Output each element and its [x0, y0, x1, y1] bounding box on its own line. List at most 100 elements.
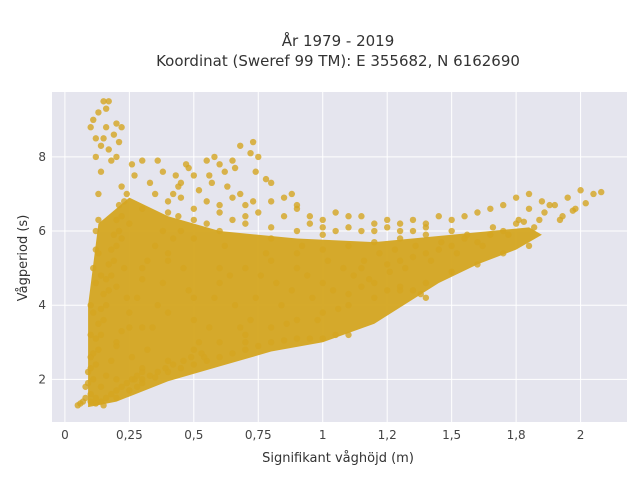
- data-points: [74, 98, 605, 409]
- data-point: [113, 376, 120, 383]
- data-point: [102, 302, 110, 309]
- data-point: [118, 383, 125, 390]
- data-point: [293, 201, 301, 209]
- data-point: [231, 302, 239, 309]
- data-point: [409, 227, 417, 235]
- x-tick-labels: 0 0,25 0,5 0,75 1 1,2 1,5 1,8 2: [61, 428, 584, 442]
- data-point: [221, 168, 228, 175]
- data-point: [190, 235, 198, 242]
- data-point: [500, 227, 507, 235]
- data-point: [95, 216, 102, 224]
- data-point: [345, 331, 352, 339]
- data-point: [100, 316, 107, 324]
- data-point: [95, 320, 102, 327]
- data-point: [164, 309, 172, 316]
- y-tick-label: 4: [38, 298, 46, 312]
- data-point: [371, 227, 378, 235]
- data-point: [293, 264, 301, 272]
- data-point: [231, 164, 239, 172]
- data-point: [102, 372, 110, 379]
- data-point: [144, 257, 151, 264]
- data-point: [306, 335, 314, 342]
- data-point: [242, 346, 249, 353]
- data-point: [190, 172, 198, 179]
- data-point: [216, 227, 223, 235]
- data-point: [144, 346, 151, 353]
- data-point: [90, 350, 97, 357]
- data-point: [123, 294, 130, 301]
- data-point: [556, 216, 564, 224]
- data-point: [371, 294, 378, 301]
- data-point: [216, 264, 223, 272]
- data-point: [139, 205, 146, 212]
- data-point: [133, 372, 141, 379]
- data-point: [572, 205, 579, 212]
- data-point: [391, 246, 399, 253]
- data-point: [309, 294, 316, 301]
- data-point: [417, 290, 424, 298]
- data-point: [113, 153, 120, 161]
- data-point: [487, 205, 494, 212]
- data-point: [435, 213, 442, 220]
- data-point: [505, 231, 512, 238]
- data-point: [500, 201, 507, 209]
- data-point: [267, 257, 275, 264]
- data-point: [206, 324, 213, 331]
- data-point: [345, 213, 352, 220]
- data-point: [118, 235, 125, 242]
- data-point: [319, 246, 326, 253]
- data-point: [371, 238, 378, 246]
- data-point: [92, 335, 100, 342]
- data-point: [146, 372, 154, 379]
- data-point: [100, 290, 107, 298]
- data-point: [332, 227, 339, 235]
- data-point: [229, 216, 236, 224]
- data-point: [474, 238, 481, 246]
- data-point: [402, 264, 409, 272]
- x-tick-label: 0,75: [245, 428, 272, 442]
- data-point: [139, 264, 146, 272]
- data-point: [133, 383, 141, 390]
- data-point: [453, 250, 461, 257]
- data-point: [396, 287, 404, 294]
- data-point: [113, 387, 120, 394]
- data-point: [90, 376, 97, 383]
- data-point: [242, 213, 249, 220]
- chart-title-line1: År 1979 - 2019: [282, 31, 395, 50]
- data-point: [242, 264, 249, 272]
- data-point: [92, 227, 100, 235]
- data-point: [288, 287, 295, 294]
- data-point: [590, 190, 597, 198]
- data-point: [435, 246, 442, 253]
- data-point: [159, 279, 167, 287]
- data-point: [139, 376, 146, 383]
- x-tick-label: 1,8: [507, 428, 526, 442]
- data-point: [108, 246, 115, 253]
- data-point: [409, 253, 417, 261]
- data-point: [108, 157, 115, 164]
- data-point: [169, 361, 177, 368]
- data-point: [249, 198, 257, 205]
- data-point: [97, 305, 105, 313]
- data-point: [422, 231, 430, 238]
- data-point: [169, 235, 177, 242]
- data-point: [332, 331, 339, 339]
- data-point: [345, 242, 352, 250]
- data-point: [159, 168, 167, 175]
- data-point: [335, 305, 342, 313]
- data-point: [422, 224, 430, 231]
- data-point: [139, 157, 146, 164]
- data-point: [95, 109, 102, 116]
- data-point: [422, 279, 430, 287]
- data-point: [247, 149, 254, 157]
- x-tick-label: 0,5: [184, 428, 203, 442]
- y-tick-label: 2: [38, 372, 46, 386]
- data-point: [87, 390, 94, 398]
- data-point: [249, 138, 257, 146]
- data-point: [255, 153, 262, 161]
- data-point: [386, 268, 393, 276]
- y-axis-title: Vågperiod (s): [16, 215, 31, 302]
- data-point: [304, 272, 311, 279]
- data-point: [108, 357, 115, 365]
- data-point: [139, 276, 146, 283]
